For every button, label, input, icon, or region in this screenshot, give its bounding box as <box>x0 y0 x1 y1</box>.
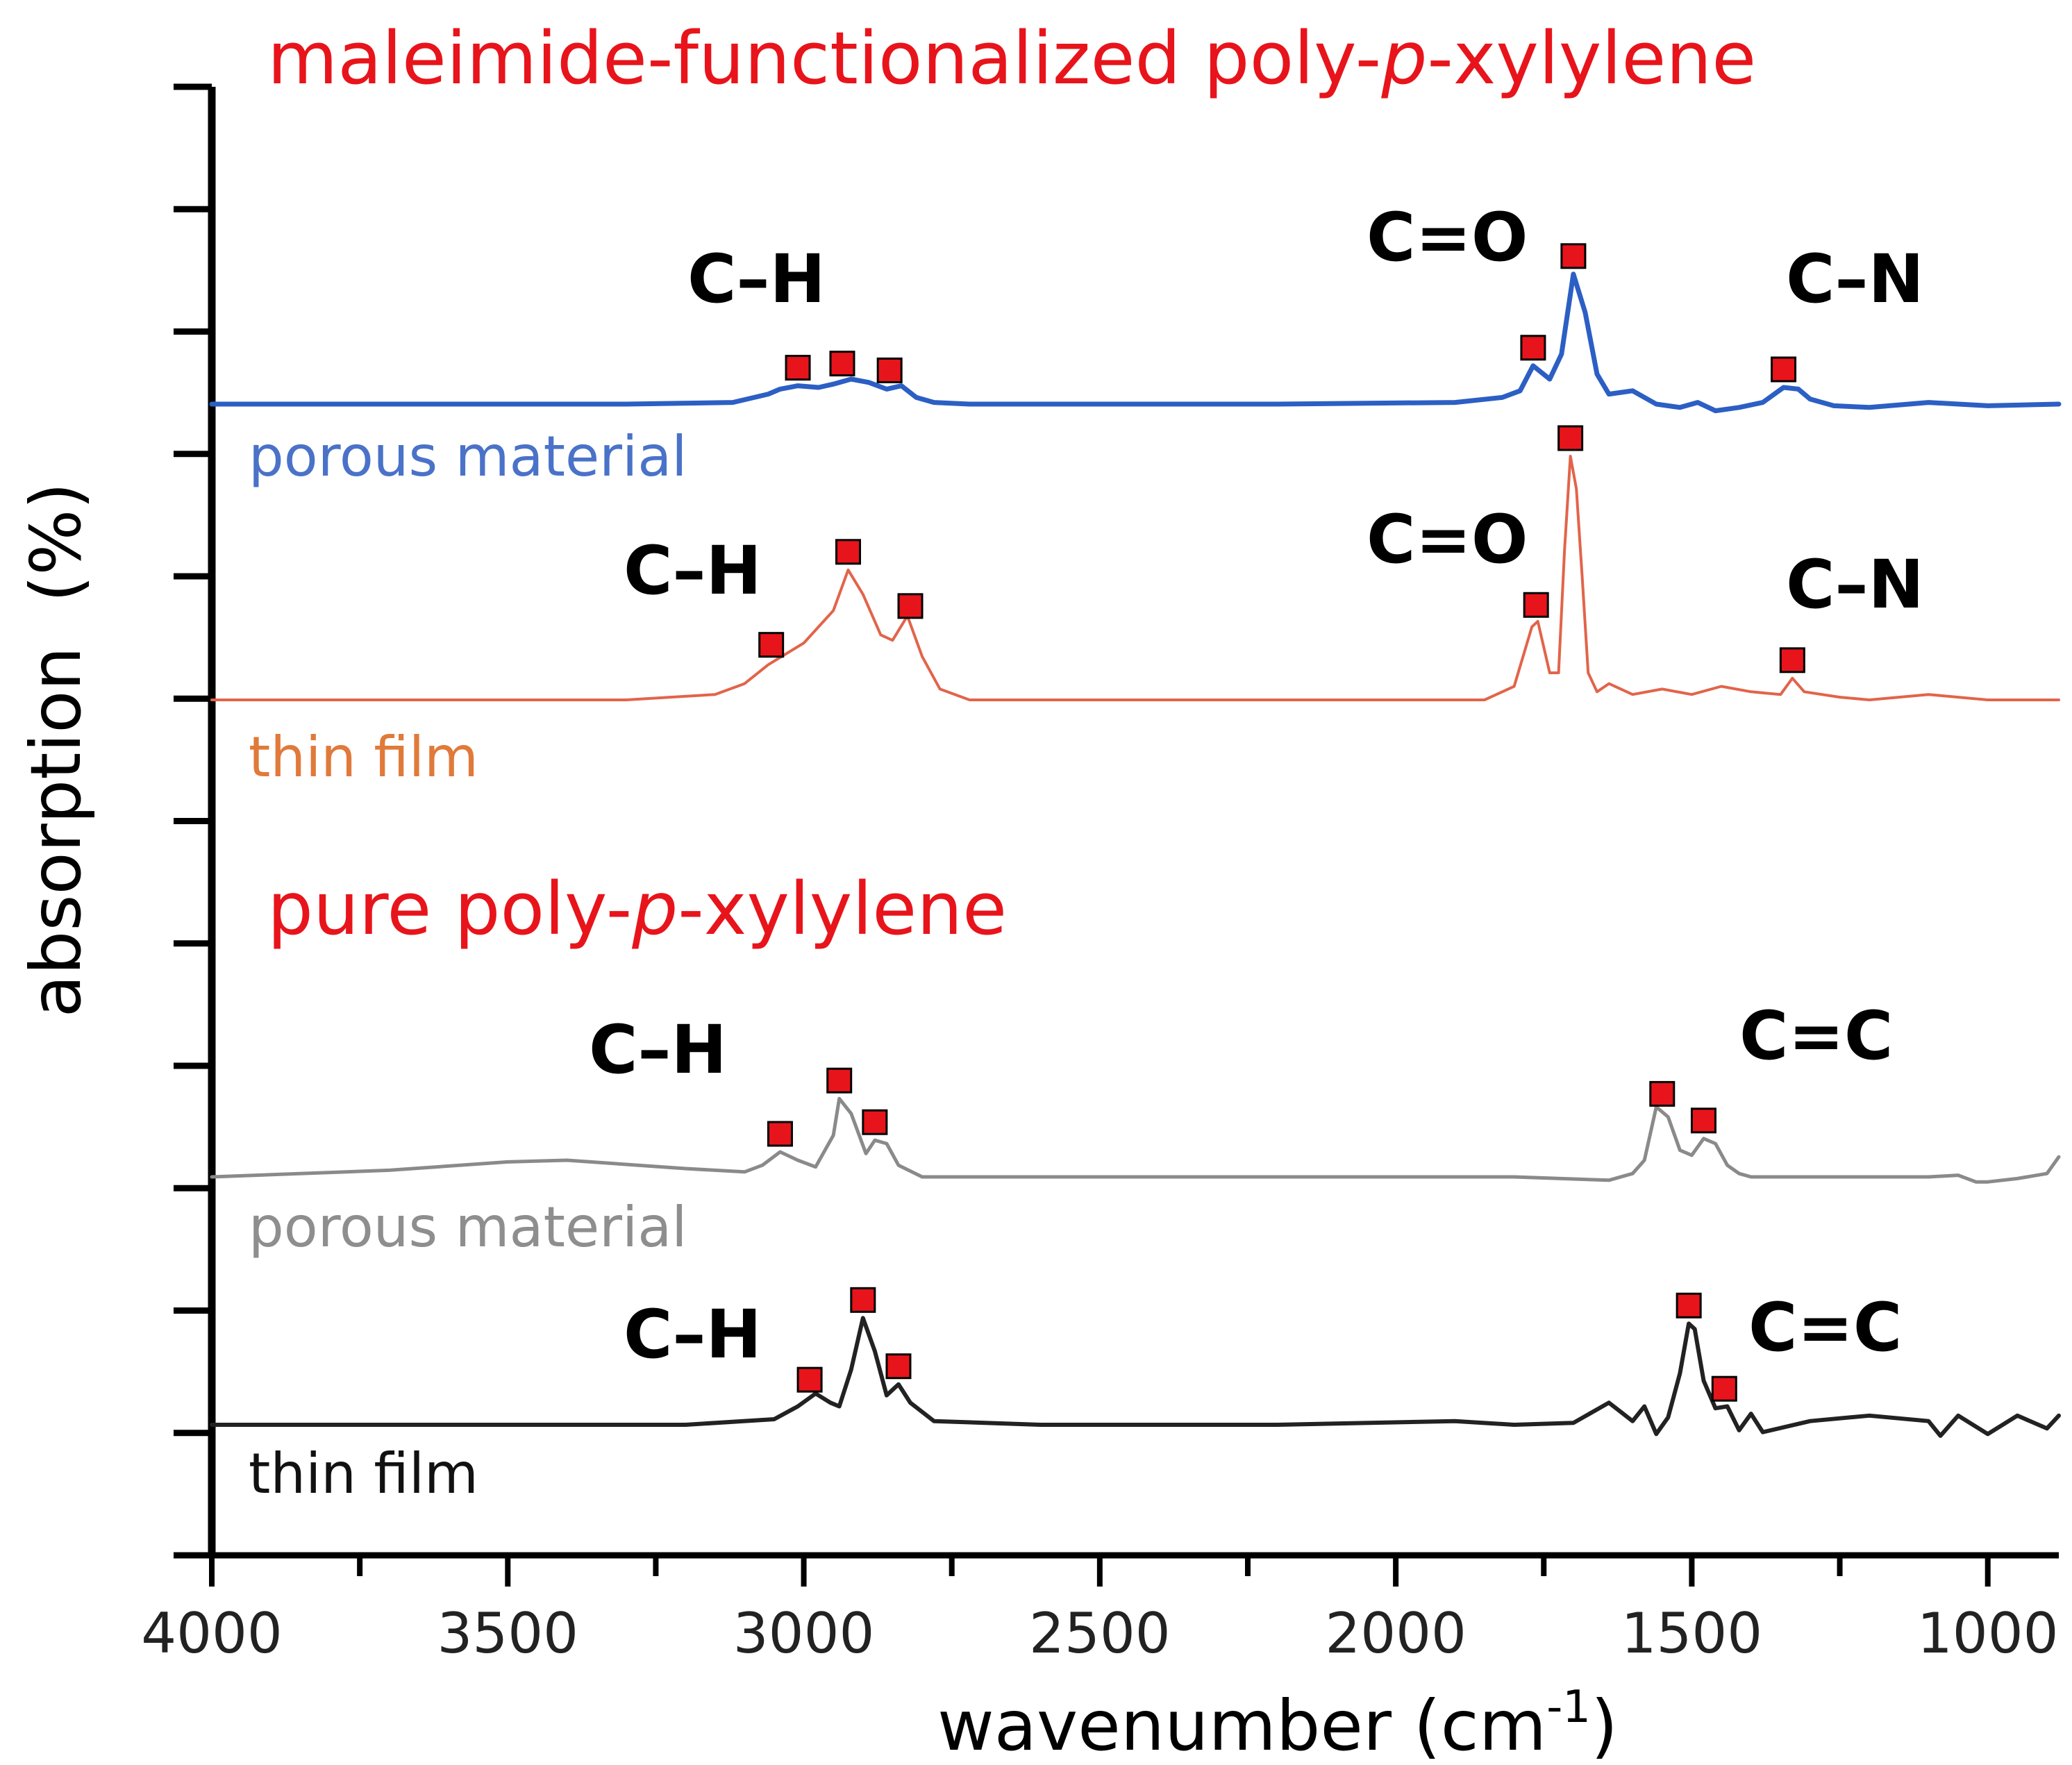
series-label: porous material <box>249 424 687 489</box>
peak-marker <box>785 355 811 381</box>
peak-marker <box>1771 356 1797 383</box>
series-line <box>209 271 2062 414</box>
peak-marker <box>758 632 785 658</box>
peak-annotation: C=O <box>1367 199 1528 276</box>
peak-annotation: C–H <box>624 1296 762 1373</box>
series-line <box>210 1316 2061 1438</box>
panel-title-pure: pure poly-p-xylylene <box>267 867 1007 951</box>
peak-annotation: C–H <box>589 1011 727 1089</box>
peak-marker <box>1523 592 1549 618</box>
peak-marker <box>1560 243 1587 269</box>
ticks <box>174 83 1991 1587</box>
peak-annotation: C=O <box>1367 501 1528 578</box>
annotations: C–H C=O C–N C–H C=O C–N C–H C=C C–H C=C <box>589 199 1924 1402</box>
peak-annotation: C–N <box>1786 240 1924 318</box>
panel-title-maleimide: maleimide-functionalized poly-p-xylylene <box>267 16 1756 101</box>
peak-marker <box>1779 647 1805 674</box>
peak-marker <box>829 351 855 377</box>
peak-marker <box>796 1366 823 1393</box>
peak-marker <box>767 1121 793 1147</box>
x-tick-label: 1500 <box>1621 1601 1763 1666</box>
series-line <box>210 1096 2061 1184</box>
peak-marker <box>897 593 924 619</box>
peak-marker <box>826 1067 853 1094</box>
peak-marker <box>1690 1107 1716 1134</box>
x-tick-label: 3500 <box>437 1601 578 1666</box>
peak-marker <box>1676 1292 1702 1319</box>
peak-annotation: C=C <box>1748 1289 1902 1366</box>
series-label: porous material <box>249 1195 687 1260</box>
x-tick-label: 3000 <box>733 1601 875 1666</box>
peak-marker <box>1557 425 1584 451</box>
series-lines <box>209 271 2062 1438</box>
peak-marker <box>885 1353 912 1380</box>
peak-marker <box>850 1287 876 1313</box>
x-tick-label: 2500 <box>1029 1601 1171 1666</box>
x-tick-label: 4000 <box>141 1601 283 1666</box>
peak-marker <box>1711 1375 1737 1402</box>
series-line <box>210 455 2060 701</box>
x-axis-label: wavenumber (cm-1) <box>937 1682 1618 1765</box>
x-tick-label: 1000 <box>1917 1601 2059 1666</box>
series-label: thin film <box>249 725 478 789</box>
peak-marker <box>835 539 862 565</box>
peak-annotation: C–H <box>624 532 762 610</box>
peak-marker <box>1520 335 1546 361</box>
x-tick-label: 2000 <box>1325 1601 1467 1666</box>
peak-annotation: C–H <box>687 240 826 318</box>
y-axis-label: absorption (%) <box>15 483 97 1018</box>
peak-marker <box>862 1109 888 1135</box>
peak-annotation: C=C <box>1739 997 1893 1075</box>
peak-annotation: C–N <box>1786 546 1924 624</box>
peak-marker <box>1649 1080 1676 1107</box>
peak-marker <box>876 357 903 383</box>
tick-labels: 4000 3500 3000 2500 2000 1500 1000 <box>141 1601 2058 1666</box>
series-labels: porous material thin film porous material t… <box>249 424 687 1506</box>
series-label: thin film <box>249 1441 478 1506</box>
